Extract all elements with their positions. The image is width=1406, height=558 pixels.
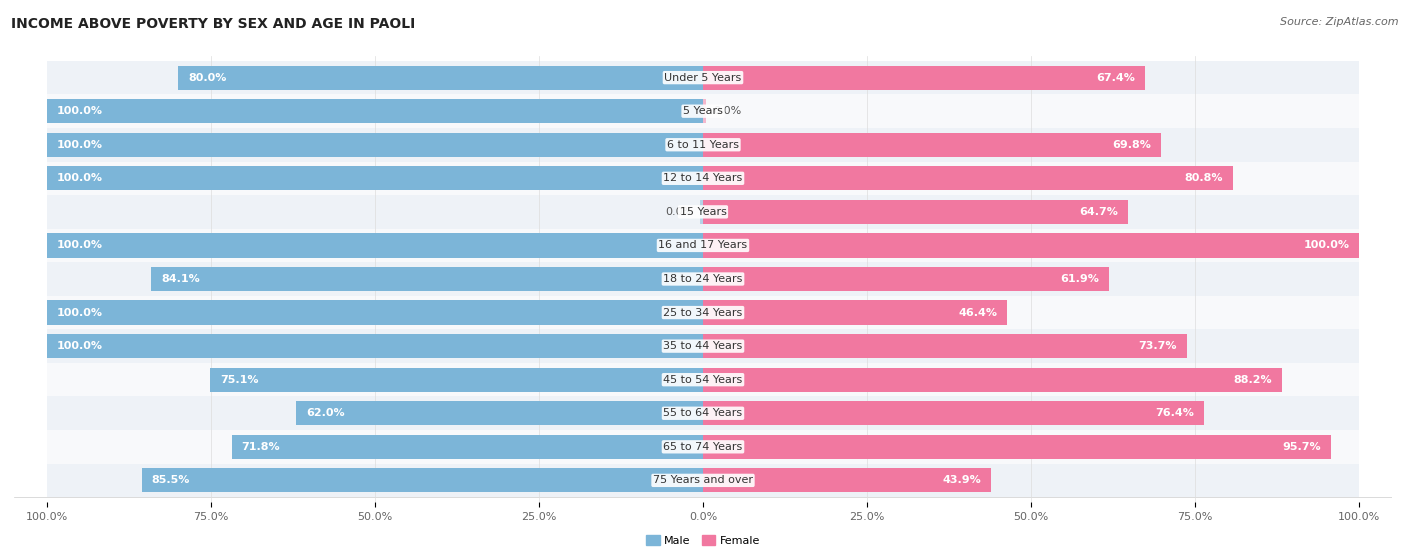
Text: 100.0%: 100.0% [56, 307, 103, 318]
Bar [703, 200, 1128, 224]
Bar [703, 300, 1008, 325]
Bar [46, 161, 1360, 195]
Bar [46, 464, 1360, 497]
Bar [46, 334, 703, 358]
Text: 100.0%: 100.0% [56, 140, 103, 150]
Bar [46, 397, 1360, 430]
Text: 25 to 34 Years: 25 to 34 Years [664, 307, 742, 318]
Text: 71.8%: 71.8% [242, 442, 280, 452]
Text: 55 to 64 Years: 55 to 64 Years [664, 408, 742, 418]
Bar [703, 65, 1146, 90]
Text: 100.0%: 100.0% [56, 240, 103, 251]
Bar [232, 435, 703, 459]
Bar [700, 200, 703, 224]
Text: Source: ZipAtlas.com: Source: ZipAtlas.com [1281, 17, 1399, 27]
Bar [46, 61, 1360, 94]
Legend: Male, Female: Male, Female [641, 531, 765, 550]
Text: 95.7%: 95.7% [1282, 442, 1322, 452]
Text: 12 to 14 Years: 12 to 14 Years [664, 174, 742, 184]
Bar [46, 94, 1360, 128]
Bar [46, 229, 1360, 262]
Text: 100.0%: 100.0% [56, 106, 103, 116]
Text: 62.0%: 62.0% [307, 408, 344, 418]
Bar [46, 262, 1360, 296]
Text: 65 to 74 Years: 65 to 74 Years [664, 442, 742, 452]
Text: 15 Years: 15 Years [679, 207, 727, 217]
Text: 88.2%: 88.2% [1233, 374, 1272, 384]
Text: 64.7%: 64.7% [1078, 207, 1118, 217]
Text: 100.0%: 100.0% [1303, 240, 1350, 251]
Bar [46, 329, 1360, 363]
Text: 6 to 11 Years: 6 to 11 Years [666, 140, 740, 150]
Bar [703, 133, 1161, 157]
Text: 73.7%: 73.7% [1139, 341, 1177, 351]
Bar [142, 468, 703, 493]
Bar [46, 300, 703, 325]
Text: 35 to 44 Years: 35 to 44 Years [664, 341, 742, 351]
Text: INCOME ABOVE POVERTY BY SEX AND AGE IN PAOLI: INCOME ABOVE POVERTY BY SEX AND AGE IN P… [11, 17, 416, 31]
Text: 76.4%: 76.4% [1156, 408, 1195, 418]
Text: 80.8%: 80.8% [1185, 174, 1223, 184]
Text: 80.0%: 80.0% [188, 73, 226, 83]
Bar [703, 334, 1187, 358]
Bar [211, 368, 703, 392]
Text: 45 to 54 Years: 45 to 54 Years [664, 374, 742, 384]
Text: 16 and 17 Years: 16 and 17 Years [658, 240, 748, 251]
Bar [152, 267, 703, 291]
Bar [703, 401, 1205, 425]
Text: 75 Years and over: 75 Years and over [652, 475, 754, 485]
Bar [297, 401, 703, 425]
Text: 46.4%: 46.4% [959, 307, 998, 318]
Bar [46, 195, 1360, 229]
Bar [703, 233, 1360, 258]
Bar [46, 363, 1360, 397]
Text: 85.5%: 85.5% [152, 475, 190, 485]
Text: 43.9%: 43.9% [942, 475, 981, 485]
Bar [46, 99, 703, 123]
Text: 84.1%: 84.1% [162, 274, 200, 284]
Text: 100.0%: 100.0% [56, 174, 103, 184]
Bar [46, 166, 703, 190]
Bar [703, 99, 706, 123]
Bar [703, 166, 1233, 190]
Bar [179, 65, 703, 90]
Text: 100.0%: 100.0% [56, 341, 103, 351]
Bar [46, 233, 703, 258]
Text: 0.0%: 0.0% [665, 207, 693, 217]
Text: 18 to 24 Years: 18 to 24 Years [664, 274, 742, 284]
Bar [46, 128, 1360, 161]
Text: 0.0%: 0.0% [713, 106, 741, 116]
Text: 75.1%: 75.1% [221, 374, 259, 384]
Text: 67.4%: 67.4% [1097, 73, 1136, 83]
Text: 5 Years: 5 Years [683, 106, 723, 116]
Text: Under 5 Years: Under 5 Years [665, 73, 741, 83]
Bar [46, 296, 1360, 329]
Bar [703, 468, 991, 493]
Text: 69.8%: 69.8% [1112, 140, 1152, 150]
Bar [703, 368, 1282, 392]
Text: 61.9%: 61.9% [1060, 274, 1099, 284]
Bar [703, 435, 1331, 459]
Bar [46, 430, 1360, 464]
Bar [46, 133, 703, 157]
Bar [703, 267, 1109, 291]
